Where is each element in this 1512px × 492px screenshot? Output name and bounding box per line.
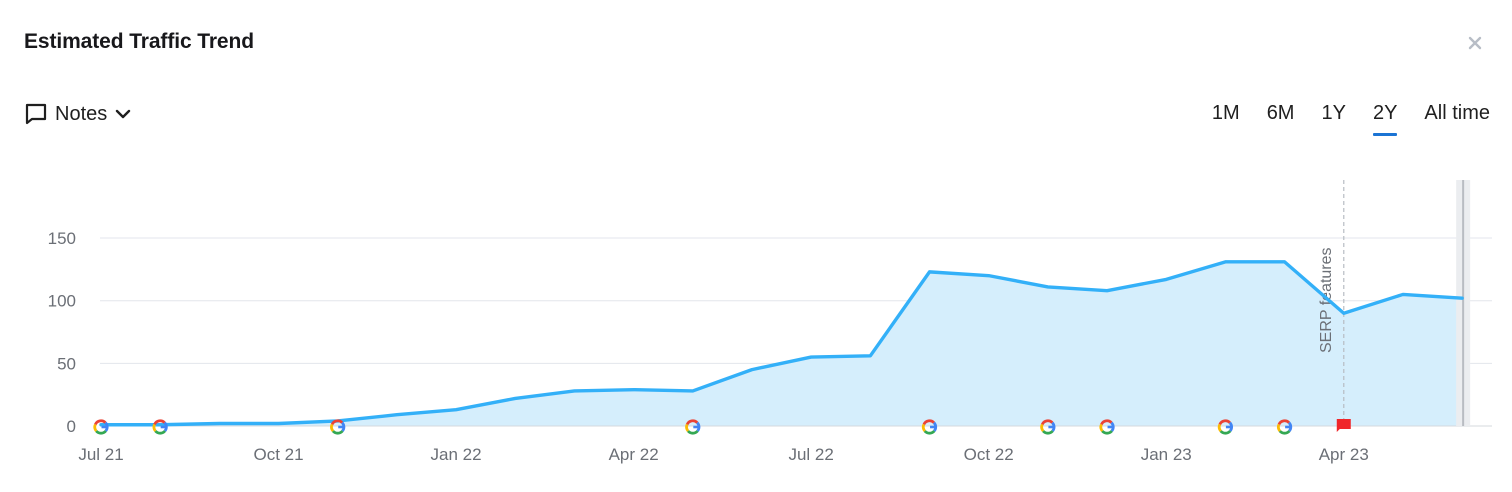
google-update-icon [93, 419, 109, 435]
range-tab-2y[interactable]: 2Y [1372, 102, 1398, 138]
range-tabs: 1M 6M 1Y 2Y All time [1185, 102, 1490, 138]
flag-icon [1336, 419, 1351, 432]
x-tick-label: Apr 23 [1319, 445, 1369, 464]
notes-dropdown[interactable]: Notes [24, 102, 132, 126]
close-icon[interactable] [1462, 30, 1488, 56]
page-title: Estimated Traffic Trend [24, 30, 254, 53]
x-tick-label: Oct 21 [253, 445, 303, 464]
x-tick-label: Apr 22 [609, 445, 659, 464]
x-tick-label: Oct 22 [964, 445, 1014, 464]
google-update-icon [685, 419, 701, 435]
y-tick-label: 100 [48, 292, 76, 311]
notes-label: Notes [55, 102, 108, 125]
y-tick-label: 0 [67, 417, 76, 436]
y-tick-label: 150 [48, 229, 76, 248]
x-tick-label: Jan 23 [1141, 445, 1192, 464]
range-tab-all-time[interactable]: All time [1424, 102, 1490, 124]
x-tick-label: Jan 22 [431, 445, 482, 464]
google-update-icon [330, 419, 346, 435]
google-update-icon [152, 419, 168, 435]
series-area [101, 261, 1463, 426]
y-tick-label: 50 [57, 354, 76, 373]
range-tab-1m[interactable]: 1M [1211, 102, 1240, 124]
series-line [99, 260, 1464, 427]
comment-icon [24, 102, 48, 126]
chevron-down-icon [114, 105, 132, 123]
google-update-icon [921, 419, 938, 435]
range-tab-1y[interactable]: 1Y [1321, 102, 1346, 124]
x-tick-label: Jul 21 [78, 445, 123, 464]
google-update-icon [1217, 419, 1233, 435]
google-update-icon [1099, 419, 1115, 435]
google-update-icon [1277, 419, 1293, 435]
google-update-icon [1040, 419, 1056, 435]
x-tick-label: Jul 22 [788, 445, 833, 464]
range-tab-6m[interactable]: 6M [1266, 102, 1295, 124]
